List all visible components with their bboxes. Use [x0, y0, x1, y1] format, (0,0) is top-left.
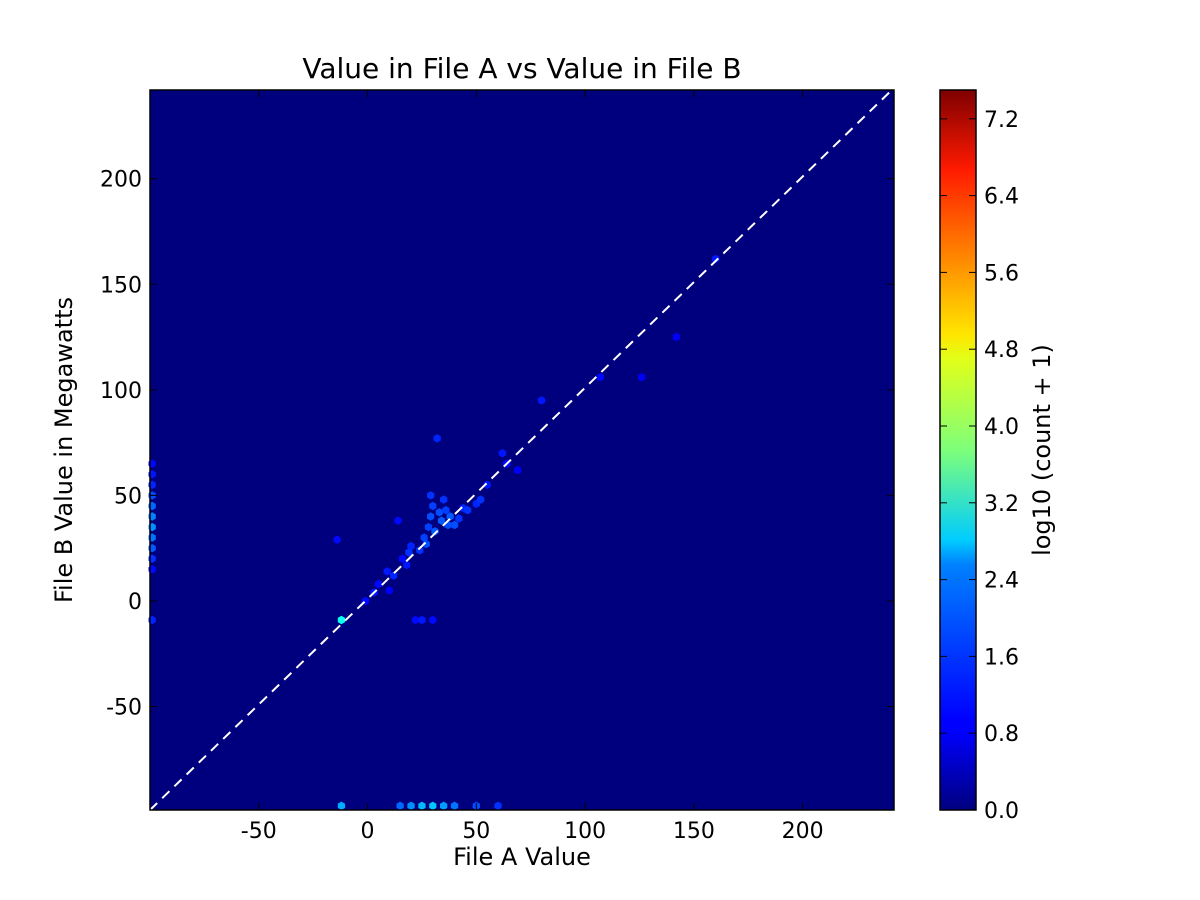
heatmap-cell	[407, 801, 415, 810]
heatmap-cell	[440, 495, 448, 504]
x-axis-ticks: -50 0 50 100 150 200	[241, 90, 824, 844]
heatmap-cell	[477, 495, 485, 504]
heatmap-cell	[418, 801, 426, 810]
colorbar-label: log10 (count + 1)	[1028, 344, 1056, 556]
heatmap-cell	[429, 501, 437, 511]
heatmap-cell	[337, 801, 346, 810]
heatmap-cell	[427, 491, 435, 500]
x-tick-label: 50	[462, 819, 490, 844]
heatmap-cell	[494, 801, 502, 810]
heatmap-cell	[431, 527, 439, 536]
colorbar-tick-label: 0.0	[984, 799, 1019, 824]
y-tick-label: 100	[100, 379, 142, 404]
y-tick-label: 150	[100, 273, 142, 298]
heatmap-cell	[483, 480, 491, 489]
x-axis-label: File A Value	[453, 843, 591, 871]
colorbar-ticks: 0.0 0.8 1.6 2.4 3.2 4.0 4.8 5.6 6.4 7.2	[940, 108, 1019, 824]
colorbar-tick-label: 0.8	[984, 722, 1019, 747]
heatmap-cell	[424, 522, 433, 532]
heatmap-cell	[446, 512, 454, 521]
heatmap-cell	[442, 506, 450, 515]
heatmap-cell	[422, 539, 430, 549]
heatmap-cell	[416, 546, 424, 555]
heatmap-cell	[411, 615, 419, 625]
colorbar-tick-label: 6.4	[984, 185, 1019, 210]
heatmap-cell	[418, 615, 426, 625]
heatmap-cell	[437, 516, 446, 525]
y-axis-label: File B Value in Megawatts	[50, 297, 78, 603]
heatmap-cell	[433, 434, 441, 443]
heatmap-cell	[638, 373, 646, 382]
heatmap-cell	[596, 373, 604, 382]
heatmap-cell	[390, 571, 398, 580]
heatmap-cell	[429, 615, 437, 625]
x-tick-label: 150	[673, 819, 715, 844]
heatmap-cell	[435, 508, 443, 517]
colorbar-tick-label: 5.6	[984, 261, 1019, 286]
heatmap-cell	[420, 533, 428, 542]
heatmap-cell	[427, 512, 435, 521]
colorbar-tick-label: 4.8	[984, 338, 1019, 363]
x-tick-label: 200	[782, 819, 824, 844]
x-tick-label: 100	[564, 819, 606, 844]
heatmap-cell	[333, 535, 341, 544]
y-tick-label: 200	[100, 168, 142, 193]
heatmap-cell	[396, 801, 404, 810]
colorbar-tick-label: 7.2	[984, 108, 1019, 133]
heatmap-cell	[450, 801, 459, 810]
heatmap-cell	[429, 801, 437, 810]
chart-title: Value in File A vs Value in File B	[302, 52, 741, 85]
heatmap-cell	[455, 514, 463, 523]
heatmap-cell	[514, 465, 522, 475]
x-tick-label: 0	[361, 819, 375, 844]
heatmap-cell	[337, 615, 346, 625]
heatmap-cell	[403, 560, 411, 570]
colorbar-tick-label: 1.6	[984, 645, 1019, 670]
heatmap-cell	[712, 254, 720, 264]
heatmap-cell	[405, 548, 413, 557]
heatmap-cell	[672, 332, 681, 342]
heatmap-cell	[440, 801, 448, 810]
colorbar-tick-label: 3.2	[984, 492, 1019, 517]
heatmap-cell	[450, 520, 459, 530]
heatmap-cell	[398, 554, 406, 563]
y-tick-label: -50	[106, 696, 142, 721]
y-tick-label: 50	[114, 484, 142, 509]
x-tick-label: -50	[241, 819, 277, 844]
y-axis-ticks: -50 0 50 100 150 200	[100, 168, 894, 721]
heatmap-cell	[537, 396, 546, 405]
plot-frame	[149, 89, 895, 811]
heatmap-cell	[394, 516, 402, 525]
identity-reference-line	[149, 87, 895, 811]
heatmap-cell	[498, 449, 507, 458]
colorbar-tick-label: 4.0	[984, 415, 1019, 440]
colorbar	[939, 89, 977, 811]
heatmap-cell	[383, 567, 391, 576]
heatmap-cell	[464, 506, 472, 515]
heatmap-cell	[374, 579, 383, 589]
colorbar-tick-label: 2.4	[984, 569, 1019, 594]
heatmap-cell	[385, 586, 393, 595]
heatmap-cell	[407, 541, 415, 551]
y-tick-label: 0	[128, 590, 142, 615]
